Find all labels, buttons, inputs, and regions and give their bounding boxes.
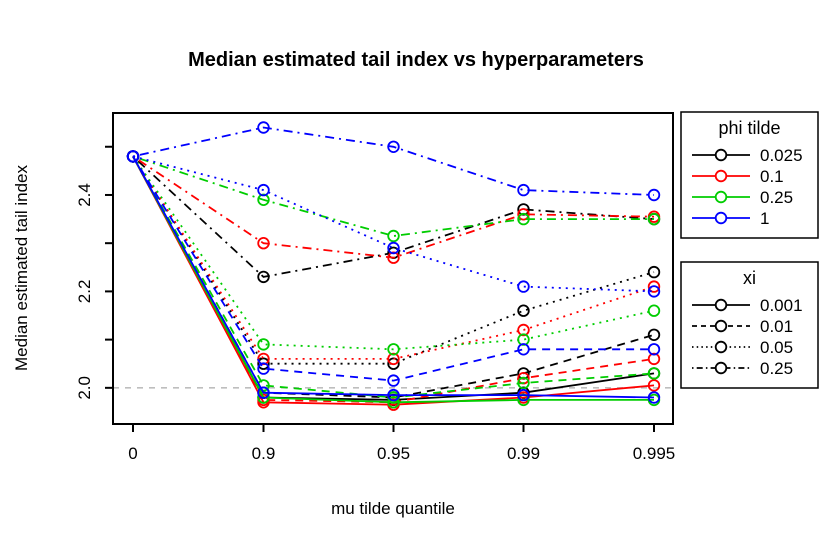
series-line-11: [132, 155, 654, 237]
data-point: [647, 391, 661, 404]
series-line-2: [132, 155, 655, 365]
data-point: [257, 121, 270, 134]
series-line-9: [132, 155, 655, 399]
legend-sample-marker: [714, 190, 728, 204]
y-tick-label: 2.4: [75, 183, 94, 207]
series-line-13: [132, 155, 654, 382]
data-point: [517, 376, 530, 390]
legend-entry-label: 0.05: [760, 338, 793, 357]
data-point: [517, 323, 530, 337]
data-point: [647, 352, 661, 366]
data-point: [517, 343, 530, 356]
x-tick-label: 0: [128, 444, 137, 463]
data-point: [517, 212, 530, 226]
data-point: [257, 236, 270, 250]
data-point: [647, 280, 661, 293]
x-tick-label: 0.9: [252, 444, 276, 463]
legend-sample-marker: [714, 211, 728, 225]
legend-title-1: xi: [743, 268, 756, 288]
legend-entry-label: 1: [760, 209, 769, 228]
data-point: [257, 183, 270, 197]
x-tick-label: 0.95: [377, 444, 410, 463]
data-point: [517, 388, 530, 402]
plot-box: [112, 112, 674, 425]
legend-entry-label: 0.001: [760, 296, 803, 315]
data-point: [126, 150, 140, 163]
legend-entry-label: 0.025: [760, 146, 803, 165]
legend-sample-marker: [714, 340, 728, 354]
legend-box-0: [680, 111, 819, 239]
data-point: [387, 343, 400, 356]
series-line-15: [132, 126, 655, 196]
series-line-1: [132, 155, 655, 399]
series-line-14: [132, 155, 655, 293]
legend-sample-marker: [714, 148, 728, 162]
data-point: [257, 338, 270, 351]
data-point: [517, 280, 530, 293]
data-point: [517, 333, 530, 346]
series-line-5: [132, 155, 655, 404]
data-point: [387, 374, 400, 387]
legend-title-0: phi tilde: [718, 118, 780, 138]
x-tick-label: 0.995: [633, 444, 676, 463]
data-point: [387, 229, 400, 243]
data-point: [257, 357, 270, 370]
legend-sample-marker: [714, 169, 728, 183]
legend-sample-marker: [714, 298, 728, 312]
legend-entry-label: 0.01: [760, 317, 793, 336]
data-point: [387, 241, 400, 255]
x-tick-label: 0.99: [507, 444, 540, 463]
data-point: [257, 379, 270, 392]
data-point: [647, 379, 661, 392]
series-layer: [126, 121, 661, 411]
y-tick-label: 2.2: [75, 280, 94, 304]
data-point: [647, 188, 661, 202]
legend-entry-label: 0.25: [760, 359, 793, 378]
legend-box-1: [680, 261, 819, 389]
chart-title: Median estimated tail index vs hyperpara…: [188, 49, 644, 71]
legend-entry-label: 0.25: [760, 188, 793, 207]
data-point: [517, 208, 530, 221]
legend-layer: phi tilde 0.025 0.1 0.25 1 xi0.001 0.01 0.05 0.2…: [680, 111, 819, 389]
legend-entry-label: 0.1: [760, 167, 784, 186]
data-point: [517, 183, 530, 197]
data-point: [257, 386, 270, 399]
data-point: [647, 367, 661, 380]
data-point: [647, 304, 661, 317]
y-tick-label: 2.0: [75, 376, 94, 400]
legend-sample-marker: [714, 361, 728, 375]
data-point: [387, 140, 400, 154]
series-line-7: [132, 155, 655, 259]
y-axis-label: Median estimated tail index: [12, 165, 31, 372]
axes-layer: 0 0.9 0.95 0.99 0.995 2.0 2.2 2.4: [75, 145, 676, 463]
data-point: [257, 362, 270, 375]
data-point: [387, 352, 400, 366]
data-point: [647, 265, 661, 279]
series-line-12: [132, 155, 655, 399]
data-point: [387, 388, 400, 402]
data-point: [517, 304, 530, 317]
data-point: [647, 328, 661, 342]
series-line-8: [132, 155, 654, 404]
data-point: [647, 343, 661, 356]
data-point: [257, 270, 270, 284]
data-point: [647, 212, 661, 226]
legend-sample-marker: [714, 319, 728, 333]
data-point: [647, 285, 661, 298]
series-line-4: [132, 155, 655, 406]
data-point: [257, 193, 270, 207]
series-line-10: [132, 155, 655, 351]
x-axis-label: mu tilde quantile: [331, 499, 455, 518]
